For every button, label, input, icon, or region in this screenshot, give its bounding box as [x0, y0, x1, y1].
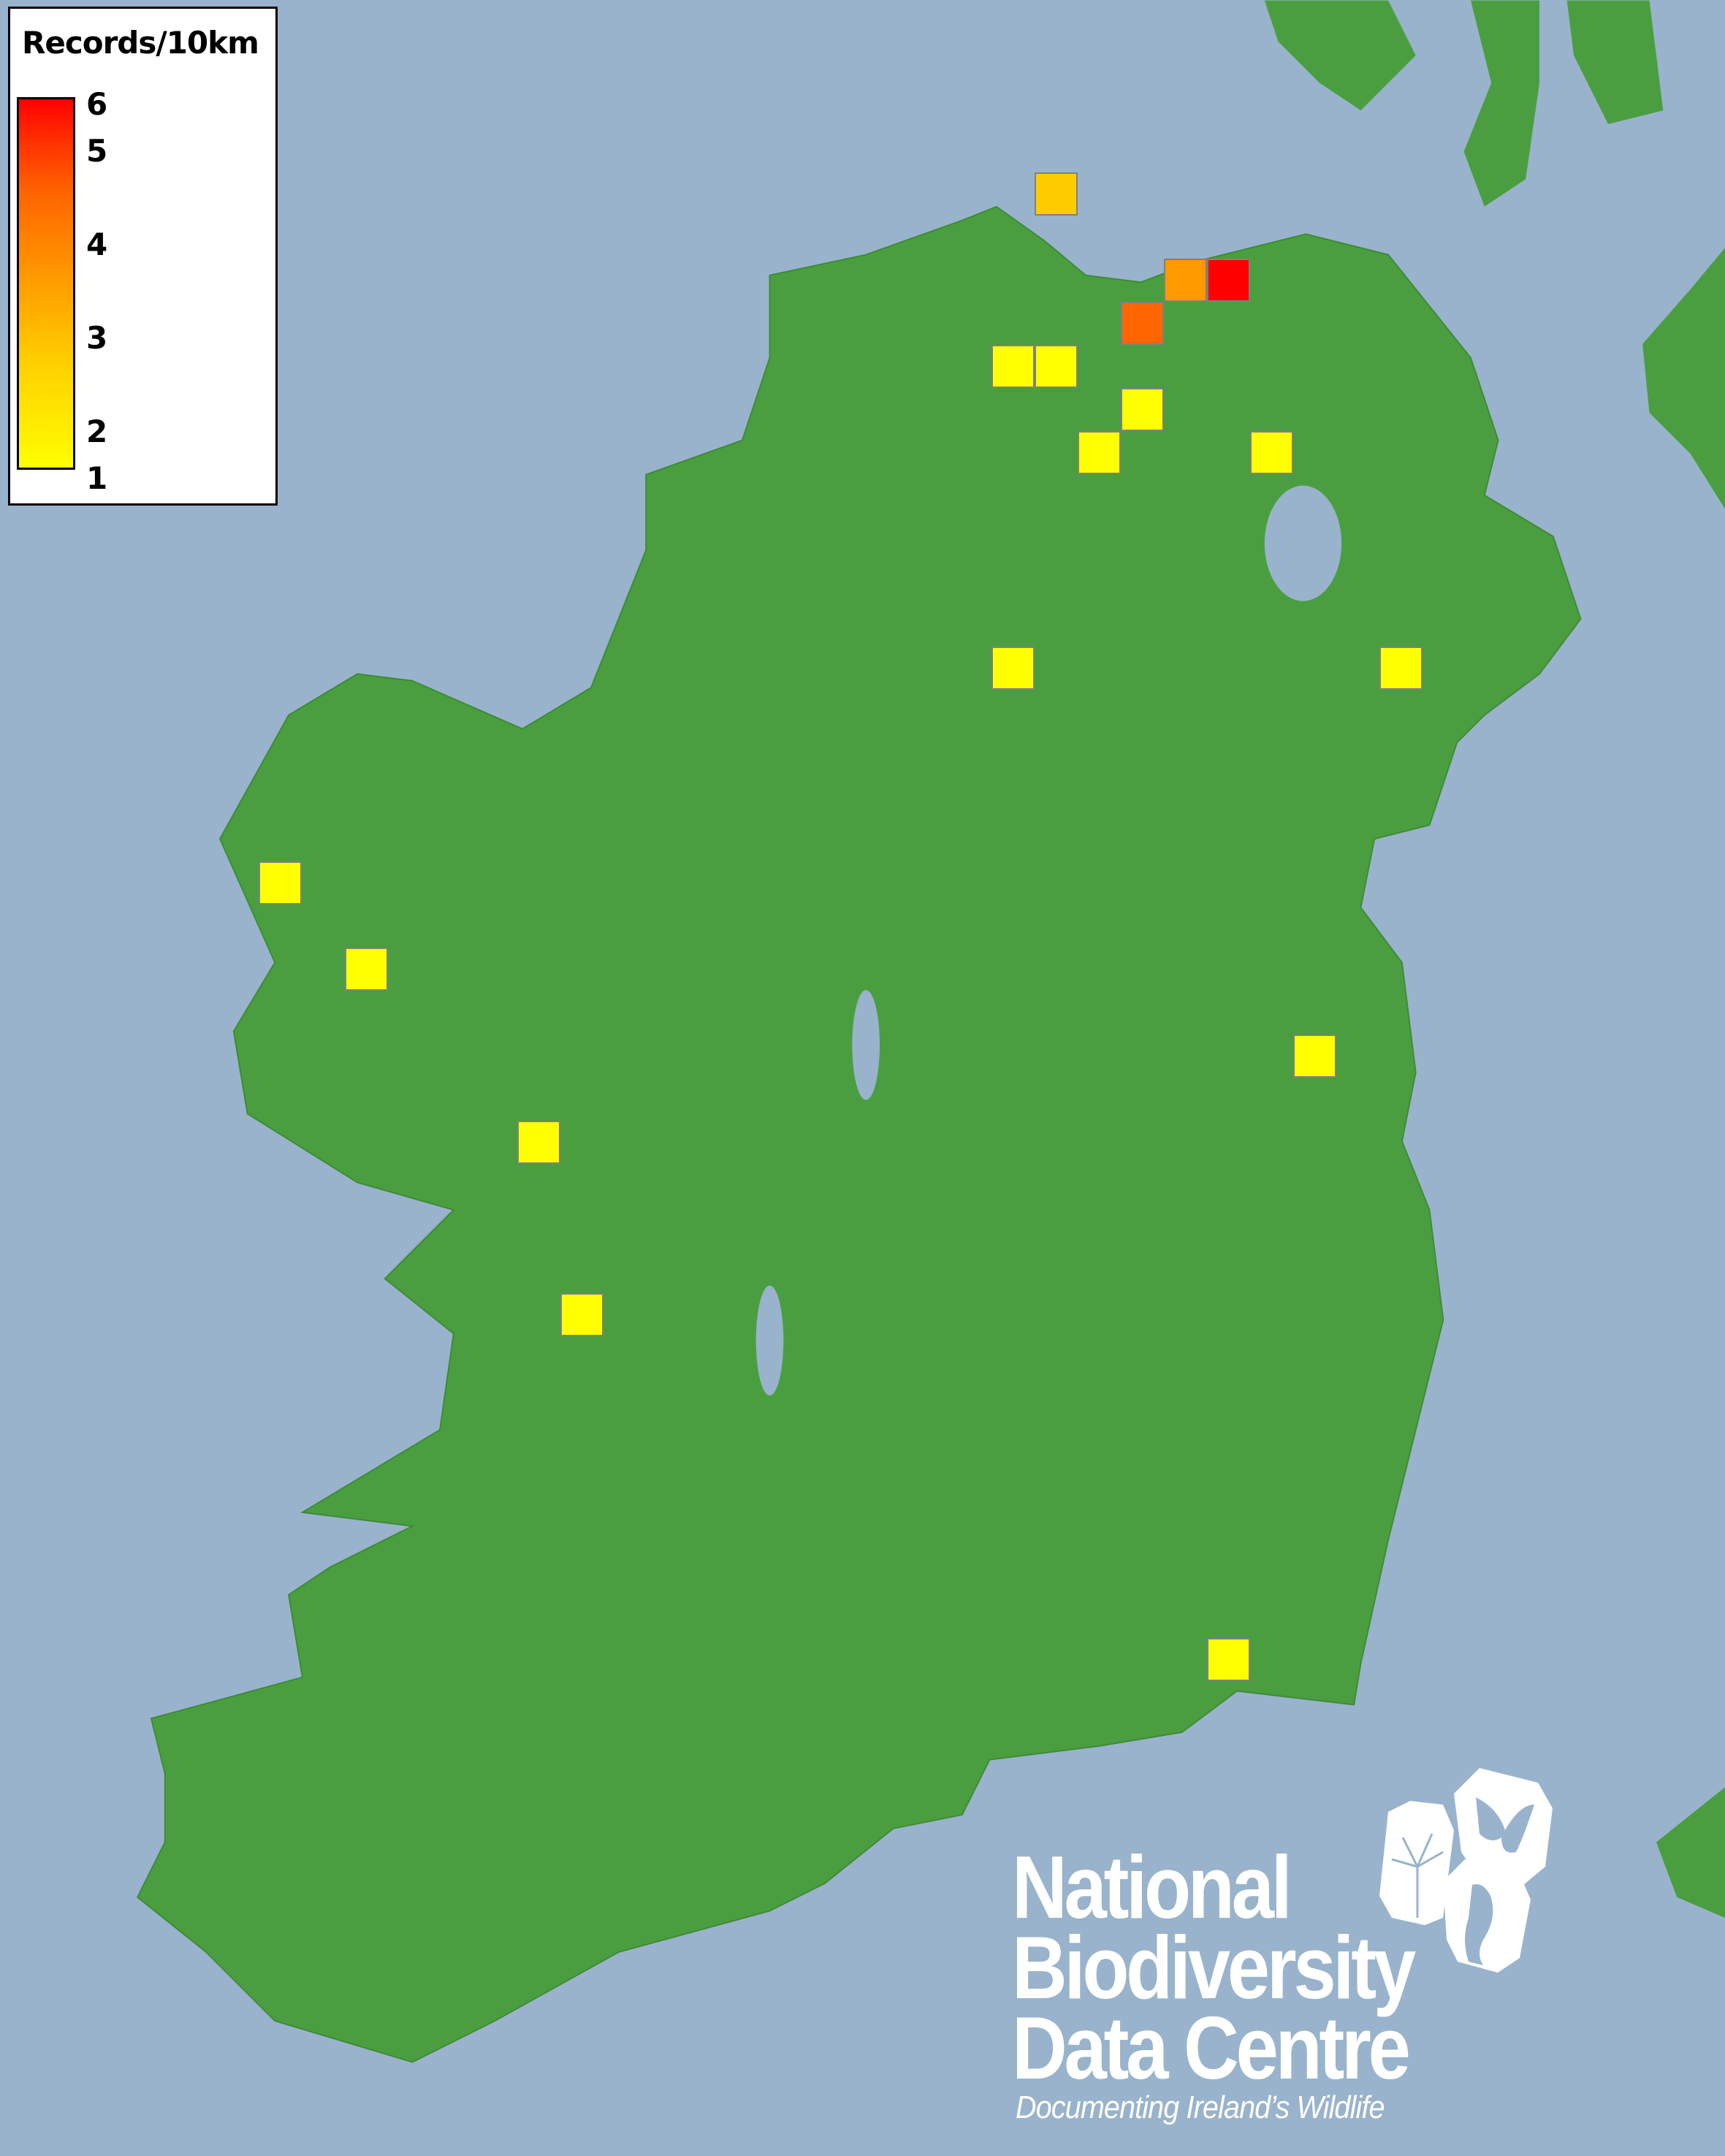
record-square [259, 861, 302, 904]
logo-line-3: Data Centre [1012, 1998, 1411, 2098]
logo-hexagons [1379, 1768, 1553, 1973]
lough-ree [852, 990, 880, 1100]
logo-tagline: Documenting Ireland’s Wildlife [1016, 2090, 1385, 2125]
logo-line-1: National [1012, 1837, 1292, 1937]
logo-line-2: Biodiversity [1012, 1918, 1416, 2017]
record-square [1035, 172, 1078, 216]
seahorse-icon [1443, 1859, 1531, 1973]
record-square [1207, 259, 1250, 302]
legend-tick: 4 [86, 226, 108, 262]
record-square [517, 1121, 560, 1164]
legend-tick: 1 [86, 460, 108, 496]
legend-tick: 6 [86, 86, 108, 122]
record-square [560, 1293, 603, 1336]
record-square [1121, 302, 1164, 345]
record-square [1164, 259, 1207, 302]
record-square [1035, 345, 1078, 388]
record-square [1207, 1638, 1250, 1681]
ireland-landmass [136, 205, 1582, 2063]
record-square [345, 948, 388, 991]
legend-tick: 3 [86, 320, 108, 356]
legend: Records/10km 6 5 4 3 2 1 [8, 7, 278, 506]
butterfly-icon [1454, 1768, 1553, 1885]
record-square [1250, 431, 1293, 474]
legend-title: Records/10km [22, 25, 259, 61]
legend-tick: 2 [86, 414, 108, 449]
record-square [1293, 1035, 1336, 1078]
record-square [991, 345, 1035, 388]
record-square [991, 647, 1035, 690]
lough-neagh [1264, 485, 1342, 601]
lough-derg [755, 1285, 784, 1396]
record-square [1121, 388, 1164, 431]
record-square [1379, 647, 1423, 690]
record-square [1078, 431, 1121, 474]
tree-icon [1379, 1801, 1454, 1925]
colorbar [17, 97, 75, 470]
legend-tick: 5 [86, 133, 108, 169]
